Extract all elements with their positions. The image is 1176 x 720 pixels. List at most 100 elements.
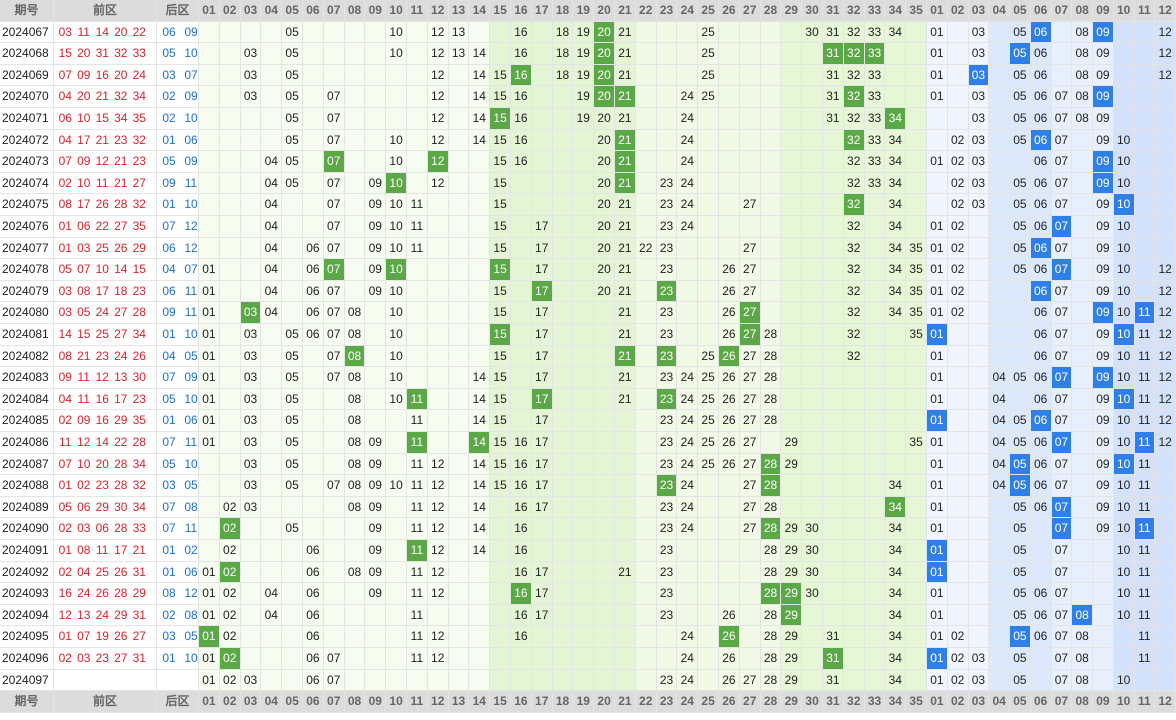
front-trend-cell: 25 [698,86,719,108]
front-trend-cell [698,648,719,670]
front-trend-cell: 28 [760,669,782,692]
back-trend-cell: 09 [1093,259,1114,281]
back-trend-cell [947,324,969,346]
back-trend-cell [1072,432,1093,454]
front-balls-cell: 09 11 12 13 30 [54,367,157,389]
back-ball: 08 [184,607,198,622]
front-trend-cell [843,626,865,648]
front-trend-cell [802,648,823,670]
back-trend-cell: 07 [1051,475,1073,497]
back-ball: 12 [184,219,198,233]
back-ball: 05 [162,391,176,406]
front-trend-cell [802,172,823,195]
back-trend-cell: 12 [1155,367,1176,389]
front-trend-cell [573,432,595,454]
front-trend-cell [448,86,470,108]
front-ball: 04 [77,564,91,579]
front-trend-cell [261,648,283,670]
front-trend-cell: 03 [240,64,262,87]
front-trend-cell [864,410,886,432]
front-trend-cell [282,604,303,627]
front-ball: 26 [114,240,128,255]
back-balls-cell: 02 08 [157,604,199,627]
back-trend-cell [1030,540,1052,562]
front-trend-cell: 17 [531,237,553,260]
front-trend-cell: 06 [303,604,324,627]
front-balls-cell: 01 06 22 27 35 [54,216,157,238]
front-trend-cell [864,518,886,540]
front-trend-cell [344,540,366,562]
front-trend-cell [386,410,407,432]
back-trend-cell: 01 [927,345,948,368]
front-trend-cell [240,259,262,281]
front-trend-cell: 34 [885,561,907,584]
front-trend-cell [802,280,823,303]
front-trend-cell: 01 [199,410,220,432]
front-ball: 14 [95,24,109,39]
front-trend-cell: 10 [386,151,407,173]
front-trend-cell: 32 [843,302,865,324]
front-trend-cell: 05 [282,21,303,44]
front-trend-cell [511,648,532,670]
back-trend-cell: 04 [989,410,1010,432]
front-ball: 28 [114,456,128,471]
front-trend-cell [573,410,595,432]
front-trend-cell [323,561,345,584]
header-front-number-top: 01 [199,0,220,22]
front-trend-cell [365,129,387,152]
front-ball: 35 [132,413,146,428]
front-hit-cell: 16 [511,64,532,87]
front-ball: 28 [114,521,128,536]
front-trend-cell [843,669,865,692]
front-trend-cell: 14 [469,453,491,476]
back-ball: 07 [162,499,176,514]
back-trend-cell: 02 [947,216,969,238]
front-trend-cell [573,583,595,605]
back-trend-cell: 01 [927,496,948,519]
back-trend-cell: 01 [927,626,948,648]
front-trend-cell: 10 [386,21,407,44]
front-trend-cell [386,108,407,130]
back-trend-cell: 07 [1051,540,1073,562]
header-front-number-top: 24 [677,0,699,22]
front-trend-cell [573,302,595,324]
front-trend-cell: 33 [864,108,886,130]
front-ball: 24 [95,607,109,622]
header-front-number-bottom: 08 [344,691,366,713]
back-balls-cell: 05 10 [157,388,199,411]
header-back-number-bottom: 06 [1030,691,1052,713]
front-trend-cell: 12 [427,561,449,584]
front-trend-cell: 35 [906,432,927,454]
front-trend-cell [552,367,574,389]
front-trend-cell [199,172,220,195]
front-trend-cell [781,345,803,368]
front-trend-cell [864,237,886,260]
front-balls-cell: 11 12 14 22 28 [54,432,157,454]
front-trend-cell [552,518,574,540]
back-ball: 05 [184,629,198,644]
header-front-number-top: 31 [823,0,844,22]
front-trend-cell [386,626,407,648]
front-trend-cell [303,86,324,108]
back-hit-cell: 09 [1093,172,1114,195]
front-trend-cell [469,194,491,216]
back-trend-cell: 12 [1155,64,1176,87]
header-front-number-top: 04 [261,0,283,22]
front-trend-cell: 24 [677,453,699,476]
front-balls-cell: 05 07 10 14 15 [54,259,157,281]
front-trend-cell: 19 [573,43,595,65]
front-ball: 11 [59,435,72,449]
front-trend-cell [531,518,553,540]
back-ball: 05 [162,154,176,169]
back-trend-cell: 04 [989,453,1010,476]
front-trend-cell: 09 [365,518,387,540]
back-hit-cell: 01 [927,648,948,670]
back-hit-cell: 01 [927,540,948,562]
front-trend-cell [635,345,657,368]
front-trend-cell: 33 [864,151,886,173]
front-trend-cell: 03 [240,496,262,519]
period-cell: 2024088 [0,475,54,497]
back-trend-cell: 05 [1010,604,1031,627]
back-trend-cell: 01 [927,367,948,389]
front-trend-cell [656,129,678,152]
